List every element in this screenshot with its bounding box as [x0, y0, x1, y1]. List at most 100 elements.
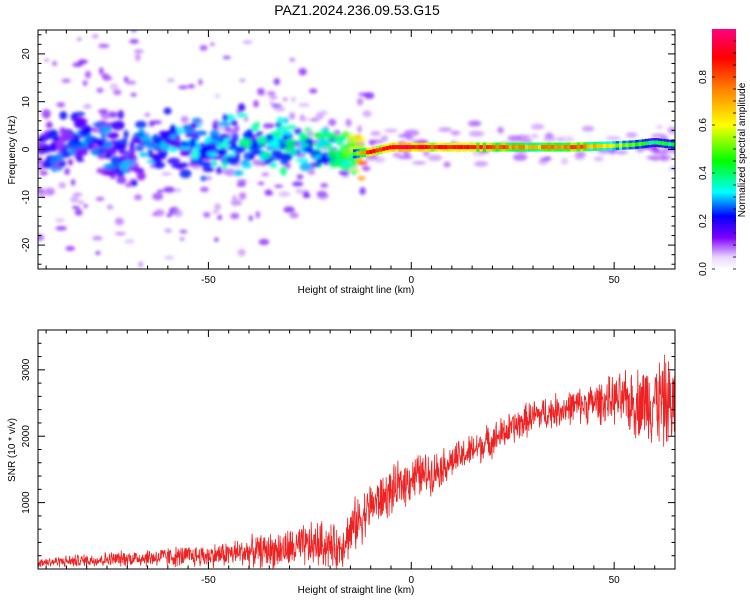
spectrogram-blob-683: [313, 162, 321, 168]
spectrogram-blob-749: [164, 138, 176, 145]
spectrogram-blob-71: [230, 199, 242, 206]
spectrogram-blob-611: [42, 159, 53, 169]
ridge-core-33: [460, 145, 464, 150]
ridge-core-77: [602, 144, 607, 148]
spectrogram-blob-666: [52, 135, 60, 142]
ridge-core-17: [408, 145, 412, 150]
colorbar-ticks: 0.0 0.2 0.4 0.6 0.8: [698, 40, 736, 276]
spectrogram-blob-299: [518, 138, 533, 143]
ridge-core-38: [476, 145, 480, 150]
spectrogram-blob-162: [72, 192, 83, 197]
spectrogram-blob-211: [152, 192, 164, 201]
spectrogram-blob-726: [104, 152, 112, 159]
spectrogram-blob-168: [299, 117, 309, 122]
spectrogram-blob-355: [163, 107, 172, 115]
ridge-core-87: [635, 142, 640, 147]
spectrogram-blob-37: [257, 88, 265, 95]
spectrogram-blob-327: [598, 149, 610, 155]
spectrogram-blob-136: [101, 73, 108, 79]
spectrogram-blob-432: [226, 114, 235, 121]
ridge-core-76: [599, 144, 604, 149]
spectrogram-blob-659: [138, 128, 145, 133]
spec-xtick-label: 0: [408, 275, 414, 286]
spectrogram-blob-609: [222, 113, 229, 122]
snr-xtick-label: -50: [201, 575, 216, 586]
spectrogram-blob-258: [656, 125, 663, 129]
spectrogram-blob-335: [368, 139, 384, 144]
spectrogram-blob-164: [166, 213, 172, 218]
spectrogram-blob-313: [497, 126, 504, 134]
ridge-core-60: [547, 145, 552, 150]
spectrogram-blob-721: [244, 130, 250, 139]
ridge-core-24: [430, 145, 435, 150]
spectrogram-blob-124: [239, 78, 246, 83]
spectrogram-blob-702: [96, 167, 105, 174]
spectrogram-blob-177: [309, 88, 318, 94]
spectrogram-blob-152: [164, 255, 175, 260]
spectrogram-blob-130: [82, 80, 88, 86]
spectrogram-blob-282: [381, 135, 388, 142]
spectrogram-blob-223: [266, 91, 276, 96]
ridge-core-61: [550, 145, 555, 150]
ridge-core-51: [518, 145, 523, 150]
spectrogram-blob-147: [38, 188, 46, 193]
spectrogram-blob-115: [163, 186, 175, 193]
spec-ytick-label: 20: [21, 48, 32, 60]
spectrogram-blob-588: [299, 162, 313, 172]
spectrogram-blob-600: [344, 142, 358, 148]
spectrogram-blob-646: [275, 122, 282, 128]
spectrogram-blob-708: [338, 135, 346, 142]
spectrogram-blob-354: [217, 121, 231, 127]
spectrogram-blob-455: [222, 163, 228, 171]
spectrogram-blob-198: [78, 200, 84, 205]
spectrogram-blob-79: [124, 182, 133, 188]
spectrogram-blob-464: [38, 141, 43, 147]
spectrogram-blob-655: [67, 159, 73, 166]
spec-xtick-label: 50: [609, 275, 621, 286]
spectrogram-blob-89: [164, 228, 173, 233]
ridge-core-12: [391, 145, 396, 150]
spec-xtick-label: -50: [201, 275, 216, 286]
spec-ytick-label: 0: [21, 146, 32, 152]
spectrogram-blob-125: [157, 189, 164, 193]
spectrogram-blob-563: [111, 120, 125, 131]
spectrogram-blob-385: [139, 152, 149, 158]
spectrogram-blob-90: [200, 186, 209, 193]
spectrogram-blob-625: [67, 139, 75, 147]
spectrogram-blob-450: [117, 110, 124, 120]
spectrogram-blob-475: [191, 117, 202, 123]
ridge-core-28: [443, 145, 448, 150]
spectrogram-blob-719: [104, 140, 113, 149]
spectrogram-blob-114: [187, 84, 195, 89]
ridge-core-50: [515, 145, 519, 150]
spectrogram-blob-47: [258, 238, 270, 246]
snr-xtick-label: 50: [609, 575, 621, 586]
spectrogram-blob-279: [384, 129, 398, 133]
spectrogram-blob-716: [282, 135, 288, 141]
spectrogram-blob-284: [364, 157, 380, 162]
ridge-core-81: [615, 143, 620, 148]
spectrogram-blob-26: [239, 192, 247, 200]
spectrogram-blob-576: [170, 124, 176, 134]
spectrogram-blob-27: [359, 187, 366, 195]
spectrogram-blob-105: [109, 83, 119, 91]
spectrogram-blob-0: [253, 100, 259, 108]
spectrogram-blob-485: [99, 125, 112, 134]
spectrogram-blob-146: [224, 126, 231, 133]
ridge-core-65: [563, 145, 568, 150]
spectrogram-blob-349: [233, 169, 244, 177]
spec-ytick-label: 10: [21, 96, 32, 108]
ridge-core-84: [625, 143, 630, 148]
spectrogram-blob-319: [450, 130, 461, 136]
ridge-core-6: [372, 149, 377, 154]
spectrogram-blob-695: [151, 134, 161, 142]
spectrogram-blob-216: [38, 192, 46, 197]
spectrogram-blob-256: [531, 123, 545, 130]
snr-xlabel: Height of straight line (km): [298, 585, 415, 596]
spectrogram-blob-60: [298, 103, 310, 107]
spectrogram-blob-259: [531, 134, 539, 139]
spectrogram-blob-550: [92, 122, 103, 127]
ridge-core-59: [544, 145, 549, 150]
spectrogram-blob-15: [230, 212, 240, 220]
spectrogram-blob-154: [248, 215, 253, 221]
